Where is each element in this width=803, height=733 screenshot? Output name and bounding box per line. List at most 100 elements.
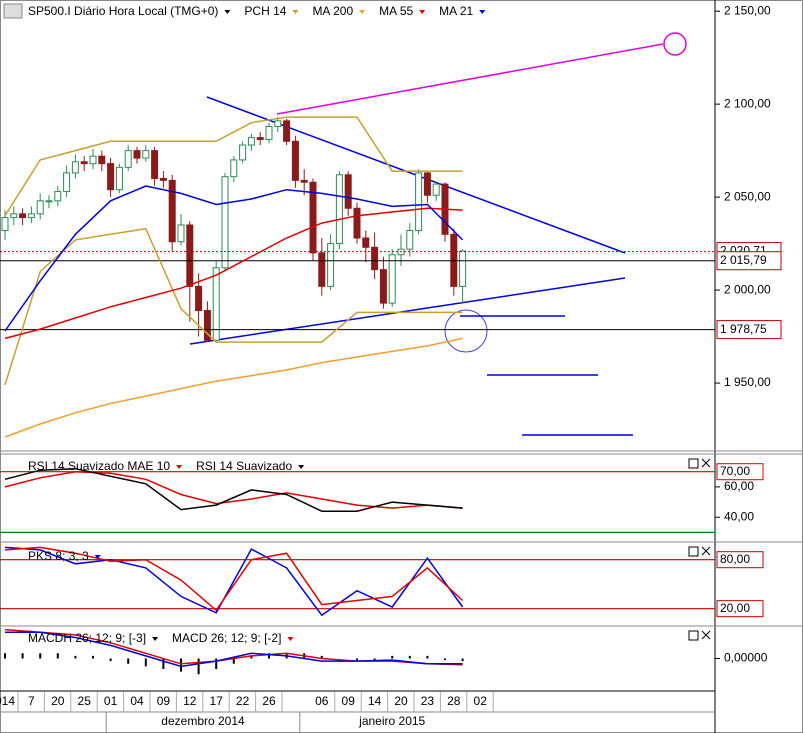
close-button[interactable] <box>701 546 711 556</box>
dropdown-arrow <box>479 10 486 14</box>
candle-body <box>230 159 238 178</box>
dropdown-arrow <box>359 10 366 14</box>
candle-body <box>388 254 396 304</box>
x-tick-label: 7 <box>28 694 35 708</box>
level-box <box>716 320 782 340</box>
candle-body <box>54 191 62 202</box>
x-tick-label: 23 <box>421 694 435 708</box>
x-tick-label: 09 <box>342 694 356 708</box>
candle-body <box>274 120 282 127</box>
level-label: 80,00 <box>720 552 750 566</box>
panel-buttons <box>688 458 711 641</box>
candle-body <box>27 213 35 219</box>
x-tick-label: 02 <box>474 694 488 708</box>
candle-body <box>159 178 167 181</box>
legend-item[interactable]: MACD 26; 12; 9; [-2] <box>172 631 281 645</box>
candle-body <box>247 137 255 146</box>
legend-item[interactable]: MA 200 <box>312 4 353 18</box>
dropdown-arrow <box>176 465 183 469</box>
x-tick-label: 014 <box>0 694 15 708</box>
level-box <box>716 463 764 481</box>
maximize-button[interactable] <box>688 630 699 641</box>
candle-body <box>168 179 176 243</box>
candle-body <box>291 140 299 181</box>
candle-body <box>379 269 387 304</box>
candle-body <box>212 267 220 341</box>
candle-body <box>98 155 106 165</box>
dropdown-arrow <box>224 10 231 14</box>
series-line <box>4 227 463 386</box>
candle-body <box>415 172 423 232</box>
candle-body <box>63 172 71 193</box>
candle-body <box>353 207 361 239</box>
close-button[interactable] <box>701 630 711 640</box>
dropdown-arrow <box>94 555 101 559</box>
dropdown-arrow <box>292 10 299 14</box>
candle-body <box>335 174 343 245</box>
candle-body <box>115 166 123 191</box>
x-tick-label: 25 <box>78 694 92 708</box>
level-label: 20,00 <box>720 601 750 615</box>
candle-body <box>309 181 317 254</box>
y-tick-label: 2 100,00 <box>724 96 771 110</box>
series-line <box>4 470 463 509</box>
legend-item[interactable]: PCH 14 <box>244 4 286 18</box>
x-tick-label: 04 <box>130 694 144 708</box>
candle-body <box>256 137 264 140</box>
marker-circle[interactable] <box>663 32 687 56</box>
x-tick-label: 09 <box>157 694 171 708</box>
candle-body <box>344 174 352 209</box>
candle-body <box>151 150 159 180</box>
candle-body <box>36 200 44 215</box>
series-line <box>5 631 463 668</box>
marker-circle[interactable] <box>444 309 488 353</box>
trendline[interactable] <box>189 277 626 345</box>
series-line <box>4 207 463 340</box>
series-line <box>4 546 464 617</box>
legend-item[interactable]: RSI 14 Suavizado MAE 10 <box>28 459 170 473</box>
level-label: 2 015,79 <box>720 253 767 267</box>
y-tick-label: 2 000,00 <box>724 282 771 296</box>
candle-body <box>283 120 291 142</box>
trendline[interactable] <box>276 43 664 115</box>
candle-body <box>371 246 379 271</box>
legend-item[interactable]: MACDH 26; 12; 9; [-3] <box>28 631 146 645</box>
series-line <box>4 116 463 217</box>
x-tick-label: 26 <box>262 694 276 708</box>
x-tick-label: 20 <box>394 694 408 708</box>
y-tick-label: 2 050,00 <box>724 189 771 203</box>
level-box <box>716 251 782 271</box>
series-line <box>4 337 463 438</box>
y-tick-label: 40,00 <box>724 509 754 523</box>
candle-body <box>124 150 132 168</box>
y-tick-label: 60,00 <box>724 479 754 493</box>
candle-body <box>203 310 211 341</box>
dropdown-arrow <box>287 637 294 641</box>
maximize-button[interactable] <box>688 546 699 557</box>
legend-item[interactable]: RSI 14 Suavizado <box>196 459 292 473</box>
candle-body <box>10 213 18 219</box>
chart-title: SP500.I Diário Hora Local (TMG+0) <box>28 4 218 18</box>
candle-body <box>459 250 467 287</box>
candle-body <box>195 285 203 312</box>
symbol-icon[interactable] <box>3 3 23 19</box>
candle-body <box>80 161 88 165</box>
month-label: dezembro 2014 <box>161 714 245 728</box>
candle-body <box>142 150 150 159</box>
candle-body <box>221 176 229 269</box>
y-tick-label: 2 150,00 <box>724 3 771 17</box>
candle-body <box>318 252 326 287</box>
legend-item[interactable]: MA 55 <box>379 4 413 18</box>
candle-body <box>186 224 194 287</box>
legend-item[interactable]: PKS 8; 3; 3 <box>28 549 89 563</box>
x-tick-label: 06 <box>315 694 329 708</box>
candle-body <box>107 163 115 191</box>
dropdown-arrow <box>298 465 305 469</box>
close-button[interactable] <box>701 458 711 468</box>
x-tick-label: 17 <box>210 694 224 708</box>
maximize-button[interactable] <box>688 458 699 469</box>
candle-body <box>265 125 273 140</box>
candle-body <box>300 179 308 183</box>
legend-item[interactable]: MA 21 <box>439 4 473 18</box>
x-tick-label: 20 <box>51 694 65 708</box>
